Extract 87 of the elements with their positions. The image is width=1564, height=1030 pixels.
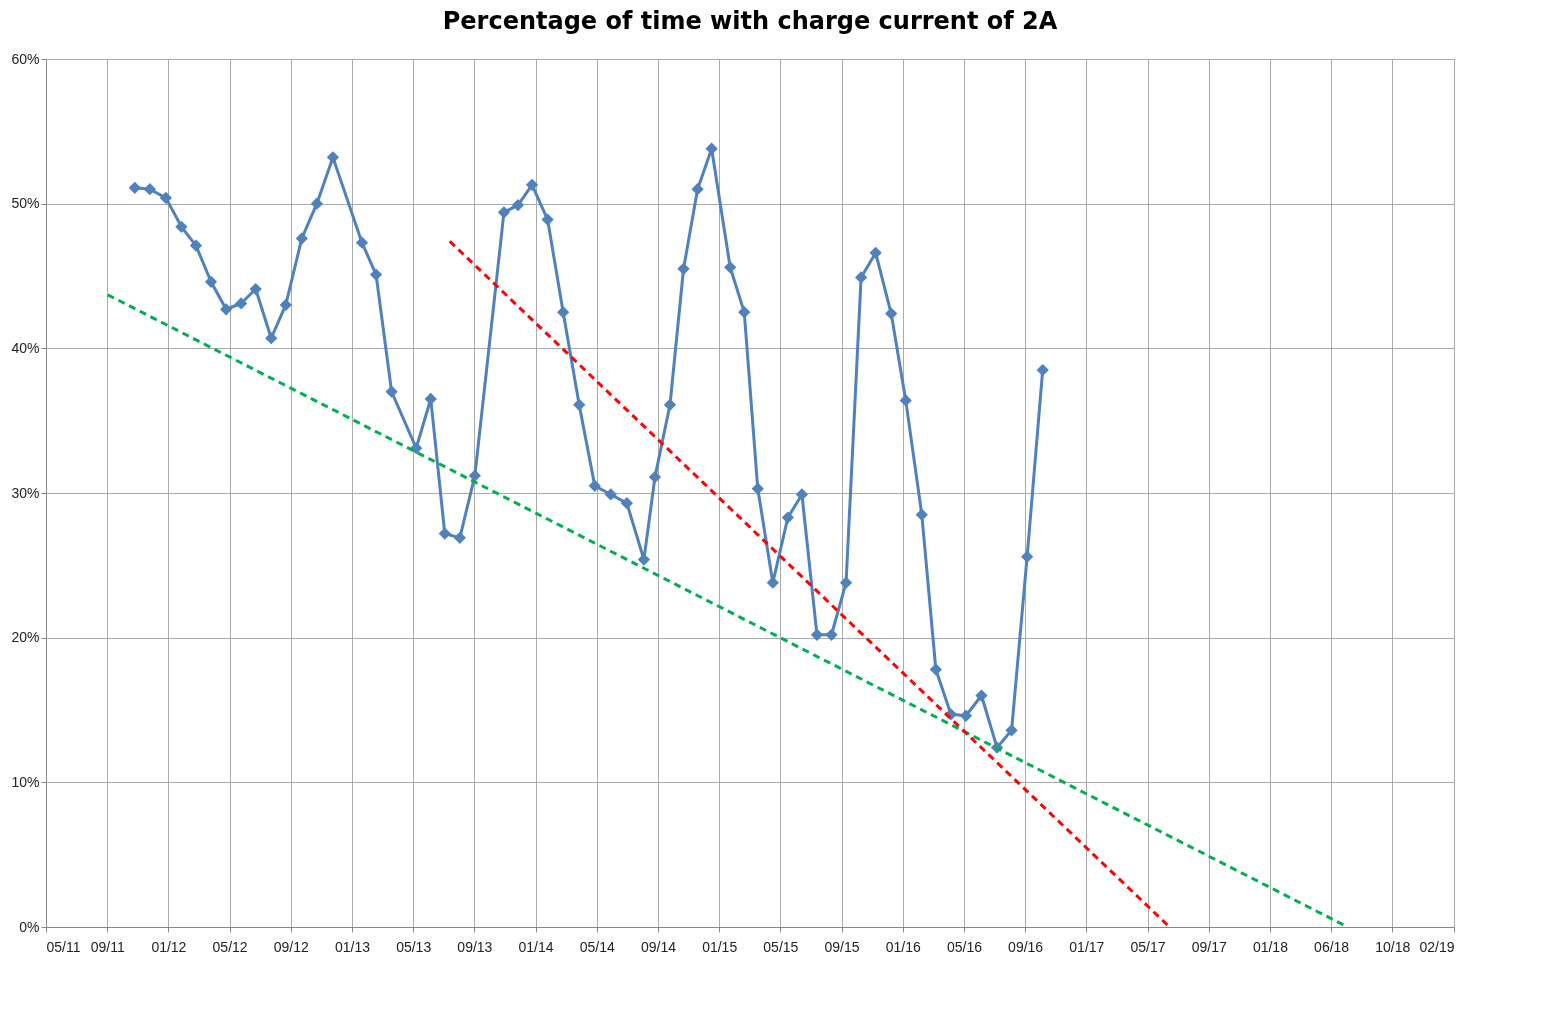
point (795, 488, 809, 501)
x-tick-label: 05/15 (763, 938, 799, 955)
point (915, 508, 928, 521)
point (1036, 363, 1049, 377)
point (369, 268, 383, 281)
x-tick-label: 01/14 (518, 938, 554, 955)
point (929, 663, 942, 676)
point (899, 394, 912, 407)
x-tick-label: 05/11 (46, 938, 81, 955)
x-tick-label: 06/18 (1314, 938, 1350, 955)
point (573, 398, 586, 411)
x-tick-label: 05/16 (946, 938, 983, 955)
x-tick-label: 02/19 (1419, 938, 1455, 955)
x-tick-label: 05/13 (396, 938, 432, 955)
point (677, 262, 690, 275)
point (1021, 550, 1034, 563)
x-tick-label: 01/13 (334, 938, 371, 955)
x-tick-label: 05/17 (1130, 938, 1166, 955)
point (355, 236, 369, 249)
point (781, 511, 794, 524)
point (175, 220, 188, 233)
point (738, 306, 751, 319)
x-tick-label: 05/14 (579, 938, 615, 955)
point (604, 488, 617, 501)
y-tick-label: 10% (11, 773, 40, 790)
y-tick-label: 30% (11, 484, 40, 501)
point (468, 469, 481, 482)
point (128, 181, 141, 194)
point (1005, 724, 1018, 737)
point (235, 297, 248, 310)
point (637, 553, 651, 566)
x-tick-label: 01/16 (885, 938, 921, 955)
point (453, 531, 466, 544)
point (648, 470, 662, 484)
x-tick-label: 10/18 (1375, 938, 1411, 955)
point (825, 628, 838, 641)
x-tick-label: 09/17 (1191, 938, 1227, 955)
point (691, 183, 704, 196)
point (854, 271, 868, 284)
point (159, 191, 173, 204)
y-tick-label: 40% (11, 339, 40, 356)
point (385, 385, 398, 398)
point (810, 628, 824, 641)
point (885, 307, 898, 320)
point (724, 261, 737, 274)
x-tick-label: 09/14 (640, 938, 677, 955)
x-tick-label: 09/16 (1008, 938, 1044, 955)
point (265, 332, 278, 345)
point (219, 303, 233, 316)
point (143, 183, 156, 196)
x-tick-label: 01/12 (151, 938, 187, 955)
point (249, 282, 262, 296)
point (663, 398, 677, 411)
point (620, 497, 633, 510)
point (438, 527, 451, 540)
x-tick-label: 05/12 (212, 938, 248, 955)
point (204, 275, 218, 288)
x-tick-label: 09/11 (90, 938, 125, 955)
point (279, 298, 292, 312)
point (525, 178, 539, 191)
point (751, 482, 764, 495)
y-tick-label: 60% (11, 50, 40, 67)
x-tick-label: 01/17 (1069, 938, 1105, 955)
point (839, 576, 853, 589)
point (189, 239, 203, 252)
point (557, 306, 570, 319)
chart-title: Percentage of time with charge current of 2A (442, 7, 1058, 35)
x-tick-label: 01/15 (702, 938, 738, 955)
y-tick-label: 50% (11, 195, 40, 212)
point (959, 709, 973, 722)
x-tick-label: 09/12 (273, 938, 310, 955)
x-tick-label: 09/15 (824, 938, 860, 955)
point (410, 442, 423, 455)
point (588, 479, 601, 492)
point (541, 213, 554, 226)
point (497, 206, 511, 219)
point (511, 198, 525, 212)
point (326, 151, 340, 164)
point (295, 232, 308, 245)
x-tick-label: 09/13 (457, 938, 493, 955)
y-tick-label: 0% (19, 918, 40, 935)
point (310, 197, 323, 210)
point (975, 689, 988, 702)
point (424, 392, 437, 406)
x-tick-label: 01/18 (1252, 938, 1289, 955)
y-tick-label: 20% (11, 629, 40, 646)
point (869, 246, 882, 259)
